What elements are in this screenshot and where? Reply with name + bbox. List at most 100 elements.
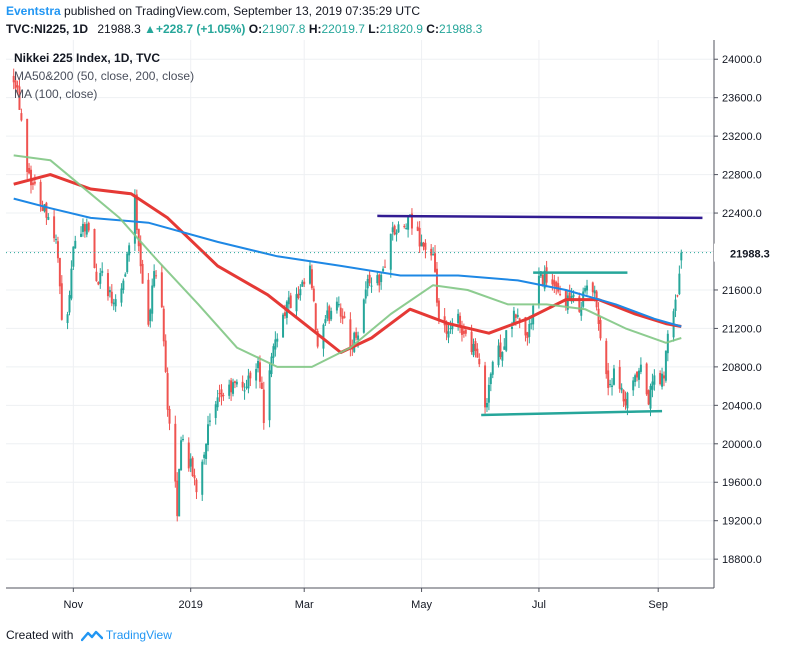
candle-body	[180, 440, 183, 471]
candle-body	[484, 365, 487, 408]
candle-body	[295, 294, 298, 312]
y-tick-label: 20800.0	[722, 362, 762, 374]
candle-body	[393, 225, 396, 235]
candle-body	[26, 118, 29, 172]
candle-body	[110, 291, 113, 304]
candle-body	[191, 457, 194, 476]
candle-body	[147, 279, 150, 325]
candle-body	[41, 207, 44, 211]
candle-body	[220, 389, 223, 398]
trendline-resistance	[377, 214, 703, 220]
candle-body	[39, 181, 42, 205]
candle-body	[674, 299, 677, 311]
candle-body	[299, 289, 302, 296]
candle-body	[268, 370, 271, 421]
candle-body	[87, 222, 90, 231]
candle-body	[464, 329, 467, 334]
candle-body	[447, 331, 450, 338]
author-link[interactable]: Eventstra	[6, 4, 61, 18]
candle-body	[510, 326, 513, 329]
candle-body	[128, 245, 131, 256]
candle-body	[205, 443, 208, 459]
candle-body	[258, 362, 261, 382]
candle-body	[182, 439, 184, 441]
x-tick-label: Jul	[532, 599, 546, 611]
candle-body	[676, 295, 679, 297]
candle-body	[637, 370, 640, 380]
candle-body	[155, 275, 158, 277]
candle-body	[459, 315, 462, 326]
candle-body	[389, 233, 392, 270]
candle-body	[541, 274, 544, 287]
candle-body	[276, 338, 279, 342]
candle-body	[301, 281, 304, 287]
low-label: L:	[368, 22, 380, 36]
candle-body	[33, 181, 36, 184]
price-chart[interactable]: 18800.0 19200.0 19600.0 20000.0 20400.0 20800…	[0, 40, 790, 624]
candle-body	[487, 384, 490, 403]
candle-body	[647, 390, 650, 405]
candle-body	[201, 461, 204, 495]
candle-body	[97, 281, 100, 285]
candle-body	[449, 328, 452, 330]
candle-body	[58, 257, 61, 287]
candle-body	[70, 268, 73, 299]
candle-body	[445, 322, 448, 334]
candle-body	[680, 252, 683, 261]
candle-body	[357, 335, 360, 340]
candle-body	[232, 382, 235, 394]
candle-body	[108, 290, 111, 293]
candle-body	[326, 310, 329, 319]
last-price: 21988.3	[97, 22, 141, 36]
current-price-tag: 21988.3	[6, 243, 784, 262]
candle-body	[501, 351, 504, 361]
candle-body	[262, 389, 265, 424]
candle-body	[120, 288, 123, 303]
candle-body	[362, 299, 365, 333]
candle-body	[137, 228, 140, 247]
high-value: 22019.7	[321, 22, 365, 36]
candle-body	[664, 350, 667, 381]
candle-body	[139, 242, 142, 267]
candle-body	[620, 387, 623, 391]
candle-body	[405, 227, 408, 229]
candle-body	[55, 239, 58, 241]
candle-body	[568, 292, 571, 300]
candle-body	[530, 323, 533, 325]
candle-body	[437, 300, 440, 320]
candle-body	[457, 313, 460, 324]
candle-body	[566, 295, 569, 310]
plot-area	[6, 40, 714, 588]
candle-body	[101, 270, 104, 273]
candle-body	[324, 319, 327, 324]
candle-body	[85, 223, 88, 235]
candle-body	[528, 324, 531, 337]
candle-body	[243, 390, 246, 392]
candle-body	[31, 182, 34, 185]
tradingview-brand-link[interactable]: TradingView	[105, 628, 172, 642]
candle-body	[422, 242, 425, 247]
candle-body	[678, 273, 681, 295]
candle-body	[255, 369, 258, 381]
candle-body	[274, 339, 277, 350]
candle-body	[514, 314, 517, 318]
candle-body	[499, 342, 502, 358]
candle-body	[526, 332, 529, 339]
candle-body	[460, 326, 463, 335]
ma200-line	[13, 197, 682, 328]
y-tick-label: 21200.0	[722, 323, 762, 335]
candle-body	[14, 80, 17, 89]
candle-body	[489, 373, 492, 385]
candle-body	[593, 290, 596, 294]
candle-body	[208, 420, 211, 422]
candle-body	[353, 332, 356, 352]
candle-body	[432, 254, 435, 256]
y-tick-label: 22800.0	[722, 170, 762, 182]
candle-body	[12, 75, 15, 83]
candle-body	[424, 242, 427, 250]
candle-body	[503, 346, 506, 350]
candle-body	[451, 322, 454, 330]
legend-ma50-200: MA50&200 (50, close, 200, close)	[14, 69, 194, 83]
candle-body	[99, 272, 102, 284]
y-tick-label: 20400.0	[722, 400, 762, 412]
